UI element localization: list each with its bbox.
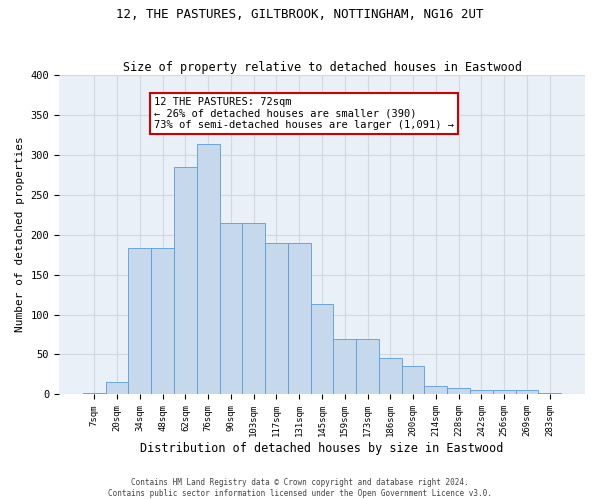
- Bar: [174, 166, 197, 394]
- Bar: [106, 382, 128, 394]
- Bar: [265, 242, 288, 394]
- Bar: [447, 388, 470, 394]
- Bar: [220, 222, 242, 394]
- Bar: [515, 390, 538, 394]
- Bar: [379, 358, 402, 394]
- Bar: [197, 144, 220, 395]
- Bar: [538, 393, 561, 394]
- Text: 12, THE PASTURES, GILTBROOK, NOTTINGHAM, NG16 2UT: 12, THE PASTURES, GILTBROOK, NOTTINGHAM,…: [116, 8, 484, 20]
- Bar: [356, 338, 379, 394]
- Bar: [470, 390, 493, 394]
- Bar: [311, 304, 334, 394]
- Bar: [151, 248, 174, 394]
- Y-axis label: Number of detached properties: Number of detached properties: [15, 136, 25, 332]
- Bar: [402, 366, 424, 394]
- Bar: [128, 248, 151, 394]
- Bar: [424, 386, 447, 394]
- Bar: [242, 222, 265, 394]
- X-axis label: Distribution of detached houses by size in Eastwood: Distribution of detached houses by size …: [140, 442, 504, 455]
- Bar: [288, 242, 311, 394]
- Text: Contains HM Land Registry data © Crown copyright and database right 2024.
Contai: Contains HM Land Registry data © Crown c…: [108, 478, 492, 498]
- Bar: [334, 338, 356, 394]
- Text: 12 THE PASTURES: 72sqm
← 26% of detached houses are smaller (390)
73% of semi-de: 12 THE PASTURES: 72sqm ← 26% of detached…: [154, 97, 454, 130]
- Bar: [493, 390, 515, 394]
- Bar: [83, 393, 106, 394]
- Title: Size of property relative to detached houses in Eastwood: Size of property relative to detached ho…: [122, 60, 521, 74]
